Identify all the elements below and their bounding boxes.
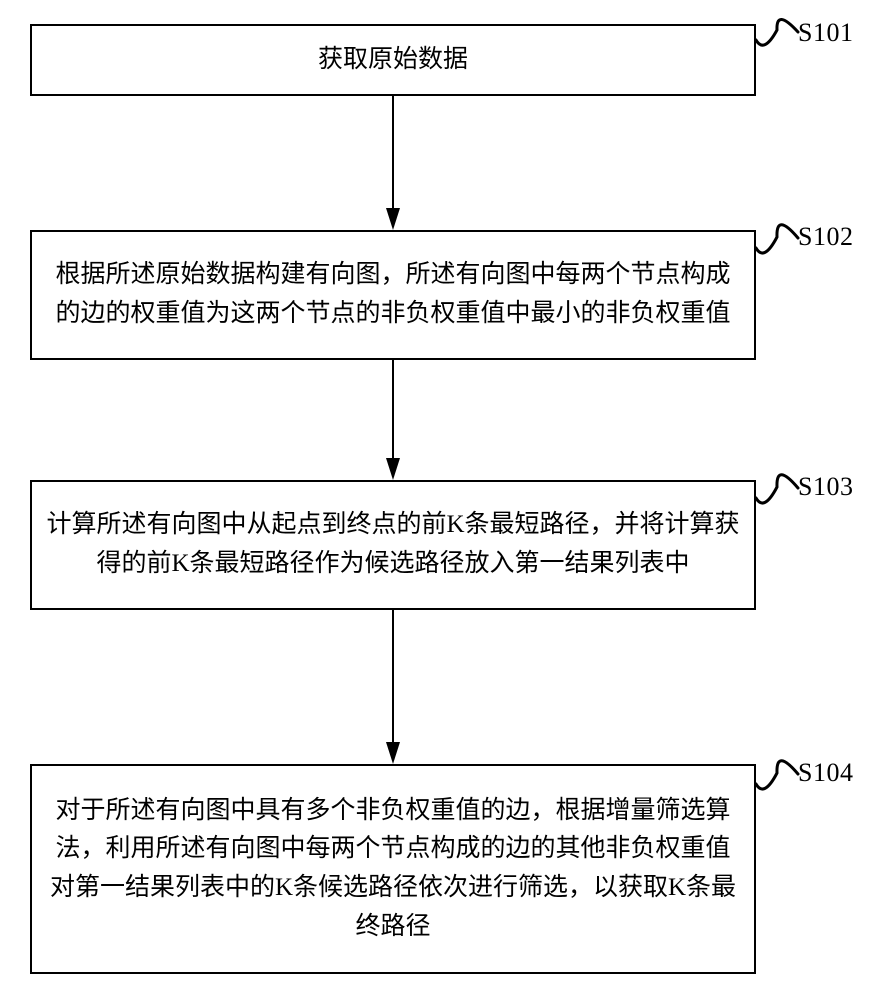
flow-node-s103: 计算所述有向图中从起点到终点的前K条最短路径，并将计算获得的前K条最短路径作为候… — [30, 480, 756, 610]
label-connector-s102 — [752, 208, 802, 252]
arrow-s102-to-s103 — [373, 360, 413, 480]
flow-node-text: 对于所述有向图中具有多个非负权重值的边，根据增量筛选算法，利用所述有向图中每两个… — [46, 792, 740, 947]
step-label-s102: S102 — [798, 222, 853, 252]
flow-node-s102: 根据所述原始数据构建有向图，所述有向图中每两个节点构成的边的权重值为这两个节点的… — [30, 230, 756, 360]
flow-node-text: 计算所述有向图中从起点到终点的前K条最短路径，并将计算获得的前K条最短路径作为候… — [46, 506, 740, 584]
step-label-s101: S101 — [798, 18, 853, 48]
label-connector-s103 — [752, 458, 802, 502]
step-label-s103: S103 — [798, 472, 853, 502]
flow-node-text: 获取原始数据 — [46, 41, 740, 80]
label-connector-s101 — [752, 4, 802, 44]
flow-node-s101: 获取原始数据 — [30, 24, 756, 96]
flowchart-canvas: 获取原始数据 S101 根据所述原始数据构建有向图，所述有向图中每两个节点构成的边的… — [0, 0, 895, 1000]
arrow-s101-to-s102 — [373, 96, 413, 230]
flow-node-s104: 对于所述有向图中具有多个非负权重值的边，根据增量筛选算法，利用所述有向图中每两个… — [30, 764, 756, 974]
arrow-s103-to-s104 — [373, 610, 413, 764]
flow-node-text: 根据所述原始数据构建有向图，所述有向图中每两个节点构成的边的权重值为这两个节点的… — [46, 256, 740, 334]
step-label-s104: S104 — [798, 758, 853, 788]
label-connector-s104 — [752, 744, 802, 788]
